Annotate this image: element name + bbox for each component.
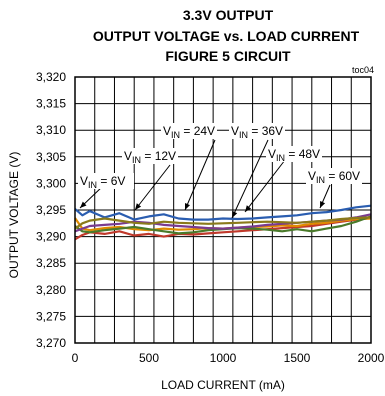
annotation-backing-1	[122, 148, 178, 164]
y-tick-label: 3,295	[36, 203, 66, 217]
annotation-arrow-5	[320, 201, 326, 208]
series-annotations: VIN = 6V VIN = 12V VIN = 24V VIN = 36V VIN =…	[78, 123, 362, 219]
y-axis-label: OUTPUT VOLTAGE (V)	[7, 152, 21, 279]
y-tick-label: 3,315	[36, 97, 66, 111]
x-tick-label: 1000	[210, 351, 237, 365]
y-tick-label: 3,280	[36, 283, 66, 297]
y-tick-label: 3,270	[36, 336, 66, 350]
annotation-leader-1	[134, 164, 171, 211]
series-label-3: VIN = 36V	[231, 124, 283, 140]
title-line-3: FIGURE 5 CIRCUIT	[165, 48, 291, 64]
annotation-leader-3	[231, 139, 269, 219]
y-tick-label: 3,305	[36, 150, 66, 164]
series-layer	[74, 204, 372, 241]
annotation-leader-2	[184, 139, 216, 211]
annotation-backing-3	[229, 123, 285, 139]
x-tick-label: 0	[72, 351, 79, 365]
series-line-5	[74, 216, 372, 230]
annotation-arrow-1	[135, 203, 142, 210]
x-tick-label: 2000	[358, 351, 385, 365]
annotation-backing-0	[78, 173, 134, 189]
plot-frame	[74, 76, 372, 344]
annotation-backing-4	[266, 146, 322, 162]
x-axis-label: LOAD CURRENT (mA)	[161, 378, 285, 392]
y-tick-label: 3,310	[36, 123, 66, 137]
annotation-backing-2	[161, 123, 217, 139]
annotation-arrow-3	[232, 211, 238, 218]
series-label-4: VIN = 48V	[268, 147, 320, 163]
series-label-2: VIN = 24V	[163, 124, 215, 140]
annotation-arrow-4	[245, 205, 252, 212]
series-label-5: VIN = 60V	[308, 169, 360, 185]
figure-code: toc04	[352, 65, 374, 75]
y-tick-label: 3,285	[36, 256, 66, 270]
x-tick-label: 1500	[284, 351, 311, 365]
x-tick-labels: 0 500 1000 1500 2000	[72, 351, 385, 365]
annotation-leader-4	[244, 159, 286, 213]
x-tick-label: 500	[139, 351, 159, 365]
series-line-2	[74, 215, 372, 235]
series-line-4	[74, 204, 372, 221]
annotation-backing-5	[306, 168, 362, 184]
grid	[75, 77, 371, 343]
y-tick-labels: 3,270 3,275 3,280 3,285 3,290 3,295 3,300 3,305…	[36, 70, 66, 350]
annotation-arrow-0	[80, 201, 87, 208]
chart-title: 3.3V OUTPUT OUTPUT VOLTAGE vs. LOAD CURR…	[93, 7, 360, 64]
series-line-0	[74, 216, 372, 241]
series-label-1: VIN = 12V	[124, 149, 176, 165]
y-tick-label: 3,300	[36, 176, 66, 190]
series-label-0: VIN = 6V	[80, 174, 125, 190]
title-line-2: OUTPUT VOLTAGE vs. LOAD CURRENT	[93, 28, 360, 44]
y-tick-label: 3,290	[36, 230, 66, 244]
y-tick-label: 3,275	[36, 309, 66, 323]
annotation-arrow-2	[185, 203, 190, 210]
y-tick-label: 3,320	[36, 70, 66, 84]
title-line-1: 3.3V OUTPUT	[183, 7, 274, 23]
